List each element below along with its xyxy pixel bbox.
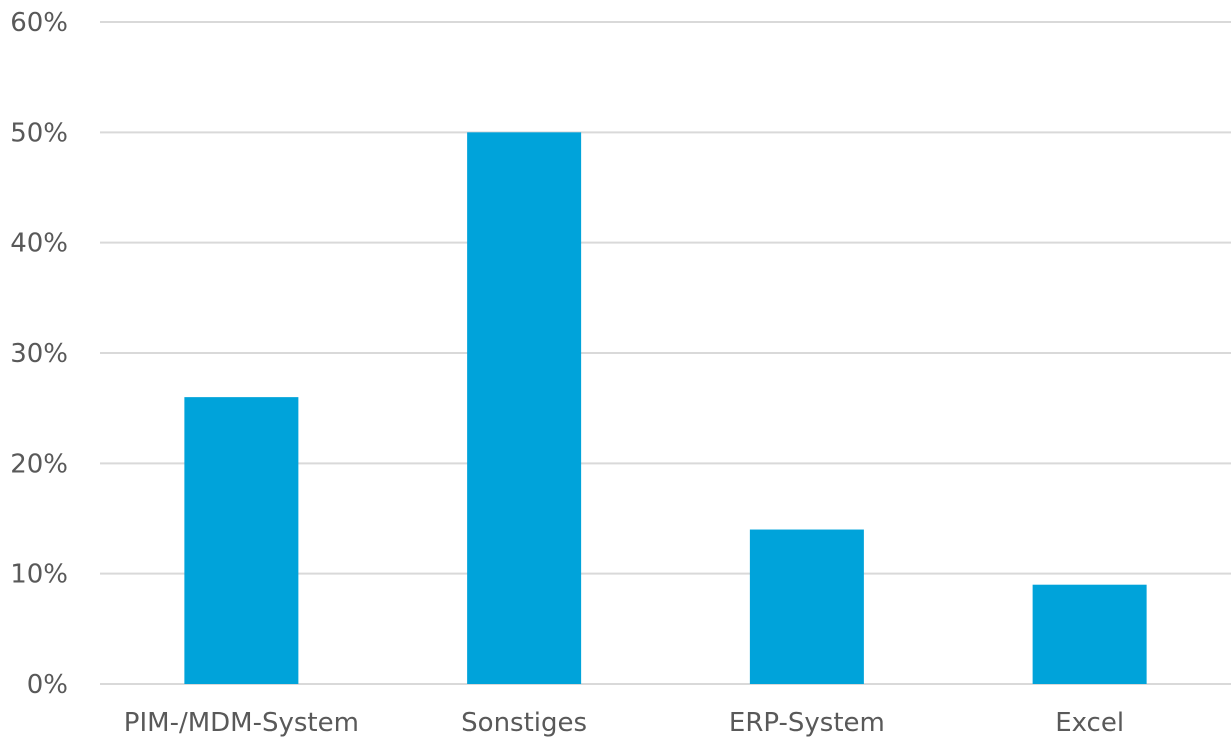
y-tick-label: 60% (10, 8, 68, 38)
y-axis-ticks: 0% 10% 20% 30% 40% 50% 60% (10, 8, 68, 700)
bar-excel (1032, 584, 1147, 684)
x-axis-category-labels: PIM-/MDM-System Sonstiges ERP-System Excel (124, 708, 1124, 738)
x-category-label: PIM-/MDM-System (124, 708, 359, 738)
y-tick-label: 40% (10, 229, 68, 259)
y-tick-label: 50% (10, 118, 68, 148)
x-category-label: Excel (1055, 708, 1124, 738)
y-tick-label: 30% (10, 339, 68, 369)
x-category-label: Sonstiges (461, 708, 587, 738)
bar-sonstiges (467, 132, 582, 685)
bar-erp-system (749, 529, 864, 684)
x-category-label: ERP-System (729, 708, 885, 738)
y-tick-label: 20% (10, 449, 68, 479)
y-tick-label: 0% (27, 670, 68, 700)
y-tick-label: 10% (10, 560, 68, 590)
bar-pim-mdm-system (184, 397, 299, 684)
bars (184, 132, 1147, 685)
